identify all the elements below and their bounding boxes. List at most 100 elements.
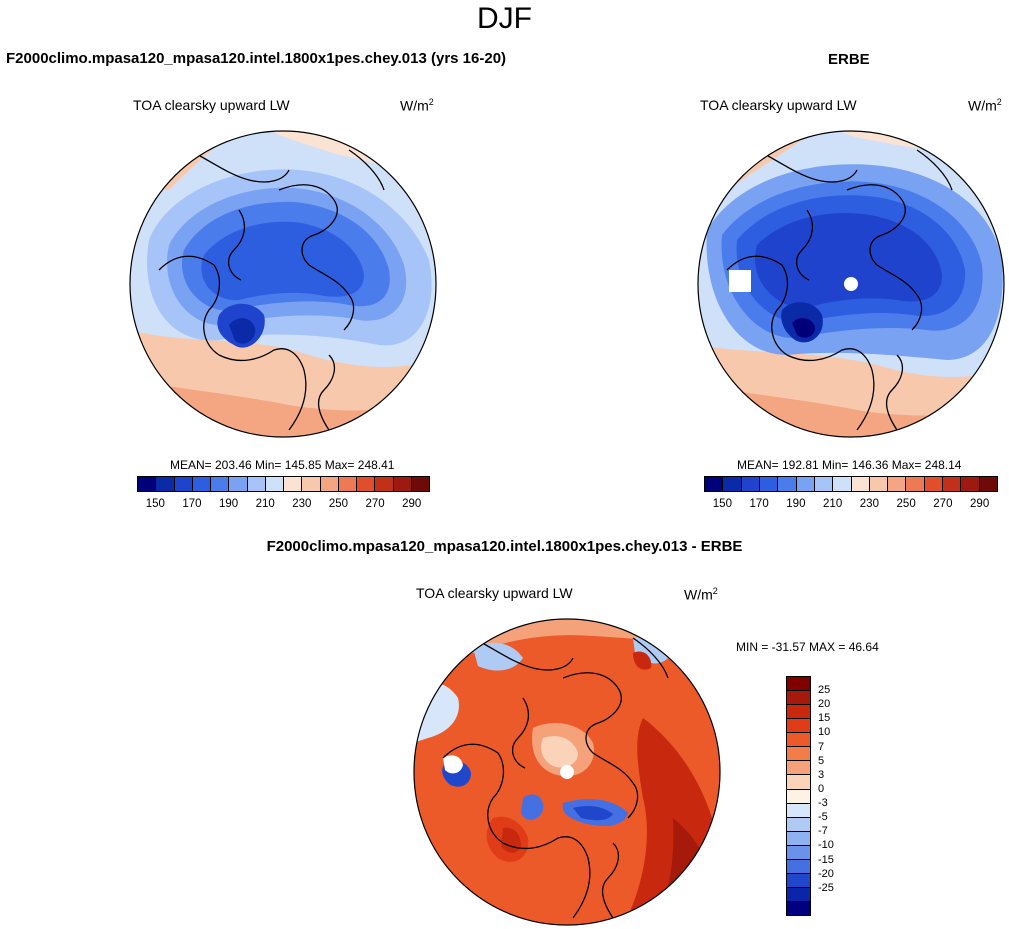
model-colorbar-tick-label: 290 bbox=[402, 498, 422, 510]
model-colorbar-ticks: 150 170 190 210 230 250 270 290 bbox=[137, 498, 430, 512]
diff-colorbar-tick-label: -25 bbox=[818, 881, 834, 894]
diff-colorbar-tick-label: 7 bbox=[818, 740, 825, 753]
model-colorbar-cell bbox=[302, 477, 321, 491]
obs-colorbar-cell bbox=[906, 477, 925, 491]
diff-colorbar-cell bbox=[787, 831, 810, 846]
model-units-label: W/m2 bbox=[400, 97, 434, 114]
model-colorbar-tick-label: 150 bbox=[145, 498, 165, 510]
obs-units-label: W/m2 bbox=[968, 97, 1002, 114]
obs-colorbar-tick-label: 270 bbox=[933, 498, 953, 510]
diff-variable-label: TOA clearsky upward LW bbox=[416, 585, 573, 601]
diff-colorbar-cell bbox=[787, 747, 810, 762]
obs-panel-title: ERBE bbox=[828, 51, 870, 68]
diff-colorbar-tick-label: 3 bbox=[818, 768, 825, 781]
model-colorbar-cell bbox=[393, 477, 412, 491]
diff-colorbar-cell bbox=[787, 859, 810, 874]
model-polar-map bbox=[129, 130, 437, 438]
diff-colorbar-cell bbox=[787, 803, 810, 818]
model-colorbar-cell bbox=[211, 477, 230, 491]
model-colorbar bbox=[137, 476, 430, 492]
diff-units-label: W/m2 bbox=[684, 586, 718, 603]
model-colorbar-cell bbox=[357, 477, 376, 491]
diff-colorbar-cell bbox=[787, 733, 810, 748]
obs-colorbar-cell bbox=[723, 477, 742, 491]
diff-colorbar-tick-label: 20 bbox=[818, 698, 831, 711]
diff-colorbar-tick-label: -3 bbox=[818, 797, 828, 810]
diff-colorbar-cell bbox=[787, 761, 810, 776]
model-colorbar-tick-label: 270 bbox=[365, 498, 385, 510]
obs-colorbar-cell bbox=[796, 477, 815, 491]
model-colorbar-cell bbox=[229, 477, 248, 491]
diff-colorbar-ticks: 25 20 15 10 7 5 3 0 -3 -5 -7 -10 -15 -20 -25 bbox=[818, 676, 858, 916]
obs-colorbar-cell bbox=[705, 477, 724, 491]
model-colorbar-cell bbox=[247, 477, 266, 491]
diff-colorbar-tick-label: -10 bbox=[818, 839, 834, 852]
obs-colorbar-cell bbox=[778, 477, 797, 491]
model-stats: MEAN= 203.46 Min= 145.85 Max= 248.41 bbox=[170, 458, 395, 472]
model-panel-title: F2000climo.mpasa120_mpasa120.intel.1800x… bbox=[6, 50, 507, 67]
model-colorbar-cell bbox=[284, 477, 303, 491]
obs-colorbar-tick-label: 150 bbox=[712, 498, 732, 510]
obs-colorbar-cell bbox=[979, 477, 997, 491]
diff-colorbar-tick-label: 10 bbox=[818, 726, 831, 739]
obs-stats: MEAN= 192.81 Min= 146.36 Max= 248.14 bbox=[737, 458, 962, 472]
obs-colorbar-cell bbox=[961, 477, 980, 491]
obs-polar-map bbox=[697, 130, 1005, 438]
diff-polar-map bbox=[413, 618, 721, 926]
diff-colorbar-cell bbox=[787, 845, 810, 860]
model-colorbar-cell bbox=[375, 477, 394, 491]
model-colorbar-tick-label: 170 bbox=[182, 498, 202, 510]
diff-colorbar-cell bbox=[787, 873, 810, 888]
diff-colorbar-cell bbox=[787, 902, 810, 916]
diff-panel-title: F2000climo.mpasa120_mpasa120.intel.1800x… bbox=[266, 538, 743, 555]
model-colorbar-cell bbox=[411, 477, 429, 491]
obs-colorbar-cell bbox=[759, 477, 779, 491]
diff-colorbar-cell bbox=[787, 887, 810, 902]
diff-colorbar bbox=[786, 676, 811, 916]
model-variable-label: TOA clearsky upward LW bbox=[133, 97, 290, 113]
diff-colorbar-tick-label: -5 bbox=[818, 811, 828, 824]
model-colorbar-cell bbox=[338, 477, 357, 491]
figure-suptitle: DJF bbox=[477, 2, 532, 35]
obs-colorbar-cell bbox=[741, 477, 760, 491]
obs-colorbar-cell bbox=[888, 477, 907, 491]
obs-colorbar-ticks: 150 170 190 210 230 250 270 290 bbox=[704, 498, 998, 512]
diff-colorbar-cell bbox=[787, 691, 810, 706]
diff-colorbar-cell bbox=[787, 677, 810, 692]
diff-colorbar-tick-label: -7 bbox=[818, 825, 828, 838]
diff-colorbar-cell bbox=[787, 817, 810, 832]
model-colorbar-tick-label: 210 bbox=[255, 498, 275, 510]
diff-colorbar-tick-label: 25 bbox=[818, 684, 831, 697]
diff-colorbar-cell bbox=[787, 789, 810, 804]
obs-colorbar-cell bbox=[833, 477, 852, 491]
model-colorbar-cell bbox=[320, 477, 339, 491]
model-colorbar-cell bbox=[265, 477, 284, 491]
obs-colorbar-tick-label: 250 bbox=[896, 498, 916, 510]
obs-colorbar-cell bbox=[814, 477, 834, 491]
obs-colorbar-tick-label: 210 bbox=[823, 498, 843, 510]
diff-colorbar-cell bbox=[787, 705, 810, 720]
obs-colorbar-tick-label: 190 bbox=[786, 498, 806, 510]
diff-colorbar-tick-label: -20 bbox=[818, 867, 834, 880]
model-colorbar-tick-label: 250 bbox=[328, 498, 349, 510]
obs-colorbar-cell bbox=[869, 477, 889, 491]
obs-colorbar bbox=[704, 476, 998, 492]
obs-colorbar-cell bbox=[924, 477, 944, 491]
obs-colorbar-tick-label: 230 bbox=[859, 498, 879, 510]
obs-colorbar-tick-label: 170 bbox=[749, 498, 769, 510]
obs-colorbar-cell bbox=[851, 477, 870, 491]
model-colorbar-tick-label: 190 bbox=[218, 498, 239, 510]
obs-colorbar-tick-label: 290 bbox=[970, 498, 990, 510]
diff-stats: MIN = -31.57 MAX = 46.64 bbox=[736, 640, 879, 654]
model-colorbar-cell bbox=[174, 477, 193, 491]
diff-colorbar-tick-label: 5 bbox=[818, 754, 825, 767]
diff-colorbar-cell bbox=[787, 775, 810, 790]
model-colorbar-tick-label: 230 bbox=[292, 498, 312, 510]
model-colorbar-cell bbox=[192, 477, 211, 491]
diff-colorbar-tick-label: 15 bbox=[818, 712, 831, 725]
model-colorbar-cell bbox=[156, 477, 175, 491]
diff-colorbar-tick-label: -15 bbox=[818, 853, 834, 866]
obs-colorbar-cell bbox=[943, 477, 962, 491]
diff-colorbar-cell bbox=[787, 719, 810, 734]
obs-variable-label: TOA clearsky upward LW bbox=[700, 97, 857, 113]
